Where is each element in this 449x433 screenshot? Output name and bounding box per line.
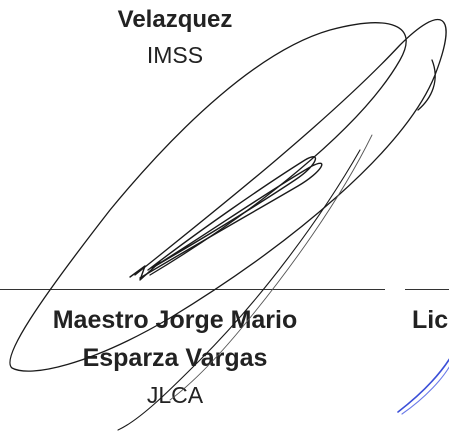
blue-ink-stroke: [397, 358, 449, 413]
bottom-signatory-name-line2: Esparza Vargas: [82, 344, 268, 372]
signature-line-right: [405, 289, 449, 290]
signature-right-hook: [417, 59, 436, 111]
signature-outer-loop: [9, 19, 447, 372]
top-signatory-institution: IMSS: [146, 42, 204, 68]
signature-descending-strokes: [117, 149, 361, 431]
right-signatory-partial-title: Lic: [412, 306, 449, 334]
signature-line-left: [0, 289, 385, 290]
bottom-signatory-name-line1: Maestro Jorge Mario: [52, 306, 298, 334]
top-signatory-name: Velazquez: [117, 6, 233, 33]
bottom-signatory-institution: JLCA: [146, 382, 204, 408]
signature-baseline-flourish: [129, 261, 161, 281]
signature-inner-loops: [139, 156, 323, 279]
